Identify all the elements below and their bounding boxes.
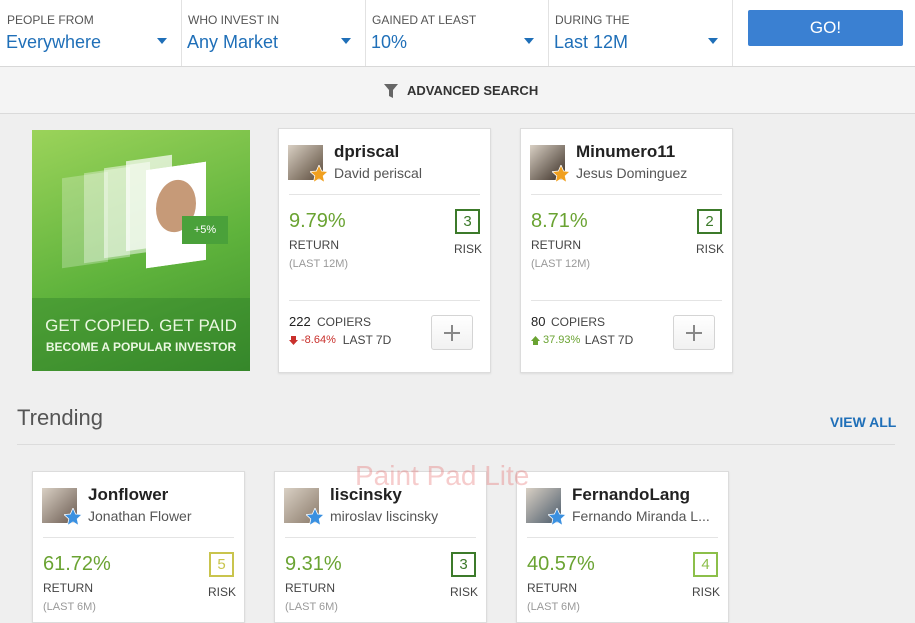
advanced-search-link[interactable]: ADVANCED SEARCH [407, 83, 539, 98]
return-period: (LAST 12M) [531, 258, 591, 270]
copiers-label: COPIERS [317, 315, 372, 329]
return-value: 9.79% [289, 210, 346, 232]
divider [43, 537, 234, 538]
risk-score: 3 [451, 552, 476, 577]
risk-score: 4 [693, 552, 718, 577]
trader-card: Minumero11 Jesus Dominguez 8.71% RETURN (LAS… [520, 128, 733, 373]
filter-dropdown[interactable]: GAINED AT LEAST 10% [365, 0, 549, 66]
trader-card: liscinsky miroslav liscinsky 9.31% RETURN (L… [274, 471, 487, 623]
avatar-star [306, 508, 324, 526]
change-label: LAST 7D [584, 333, 634, 347]
filter-label: WHO INVEST IN [188, 13, 280, 27]
promo-footer [32, 298, 250, 371]
avatar-star [548, 508, 566, 526]
promo-subtitle: BECOME A POPULAR INVESTOR [45, 340, 237, 354]
filter-value: Last 12M [554, 32, 629, 52]
promo-badge: +5% [182, 216, 228, 244]
risk-score: 3 [455, 209, 480, 234]
filter-icon [384, 84, 398, 98]
filter-label: PEOPLE FROM [7, 13, 94, 27]
return-label: RETURN [43, 581, 93, 595]
return-value: 8.71% [531, 210, 588, 232]
risk-score: 5 [209, 552, 234, 577]
return-label: RETURN [285, 581, 335, 595]
risk-label: RISK [696, 242, 725, 256]
section-title: Trending [17, 405, 104, 430]
full-name: Jonathan Flower [88, 508, 192, 524]
filter-dropdown[interactable]: WHO INVEST IN Any Market [181, 0, 366, 66]
promo-photo [146, 161, 206, 269]
return-label: RETURN [527, 581, 577, 595]
change-label: LAST 7D [342, 333, 392, 347]
divider [527, 537, 718, 538]
full-name: David periscal [334, 165, 422, 181]
username[interactable]: liscinsky [330, 485, 402, 504]
plus-icon [686, 325, 702, 341]
filter-value: Everywhere [6, 32, 102, 52]
promo-banner[interactable]: +5% GET COPIED. GET PAID BECOME A POPULAR … [32, 130, 250, 371]
change-arrow [531, 336, 540, 345]
trader-card: FernandoLang Fernando Miranda L... 40.57% R… [516, 471, 729, 623]
return-label: RETURN [531, 238, 581, 252]
divider [289, 300, 480, 301]
avatar-star [310, 165, 328, 183]
copiers-count: 80 [531, 314, 546, 329]
username[interactable]: Jonflower [88, 485, 169, 504]
return-label: RETURN [289, 238, 339, 252]
copy-button[interactable] [673, 315, 715, 350]
return-period: (LAST 6M) [43, 601, 96, 613]
trader-card: Jonflower Jonathan Flower 61.72% RETURN (LAS… [32, 471, 245, 623]
filter-value: Any Market [187, 32, 279, 52]
dropdown-arrow [341, 38, 351, 44]
plus-icon [444, 325, 460, 341]
avatar-star [552, 165, 570, 183]
dropdown-arrow [524, 38, 534, 44]
filter-value: 10% [371, 32, 408, 52]
filter-dropdown[interactable]: DURING THE Last 12M [548, 0, 733, 66]
full-name: Fernando Miranda L... [572, 508, 710, 524]
divider [289, 194, 480, 195]
copy-button[interactable] [431, 315, 473, 350]
return-period: (LAST 12M) [289, 258, 349, 270]
risk-label: RISK [208, 585, 237, 599]
full-name: miroslav liscinsky [330, 508, 439, 524]
change-value: -8.64% [301, 334, 336, 346]
filter-dropdown[interactable]: PEOPLE FROM Everywhere [0, 0, 182, 66]
return-period: (LAST 6M) [527, 601, 580, 613]
return-value: 9.31% [285, 553, 342, 575]
return-period: (LAST 6M) [285, 601, 338, 613]
full-name: Jesus Dominguez [576, 165, 688, 181]
filter-label: GAINED AT LEAST [372, 13, 477, 27]
advanced-search-bar: ADVANCED SEARCH [0, 67, 915, 114]
risk-label: RISK [692, 585, 721, 599]
copiers-label: COPIERS [551, 315, 606, 329]
trader-card: dpriscal David periscal 9.79% RETURN (LAST 1… [278, 128, 491, 373]
filter-bar: PEOPLE FROM Everywhere WHO INVEST IN Any Ma… [0, 0, 915, 67]
dropdown-arrow [708, 38, 718, 44]
return-value: 40.57% [527, 553, 595, 575]
username[interactable]: Minumero11 [576, 142, 676, 161]
risk-label: RISK [454, 242, 483, 256]
avatar-star [64, 508, 82, 526]
go-button[interactable]: GO! [748, 10, 903, 46]
dropdown-arrow [157, 38, 167, 44]
username[interactable]: FernandoLang [572, 485, 691, 504]
divider [285, 537, 476, 538]
view-all-link[interactable]: VIEW ALL [830, 414, 897, 430]
divider [531, 194, 722, 195]
risk-score: 2 [697, 209, 722, 234]
change-value: 37.93% [543, 334, 581, 346]
promo-title: GET COPIED. GET PAID [45, 316, 237, 335]
divider [531, 300, 722, 301]
filter-label: DURING THE [555, 13, 630, 27]
copiers-count: 222 [289, 314, 311, 329]
return-value: 61.72% [43, 553, 111, 575]
username[interactable]: dpriscal [334, 142, 400, 161]
section-divider [17, 444, 895, 445]
risk-label: RISK [450, 585, 479, 599]
change-arrow [289, 336, 298, 345]
